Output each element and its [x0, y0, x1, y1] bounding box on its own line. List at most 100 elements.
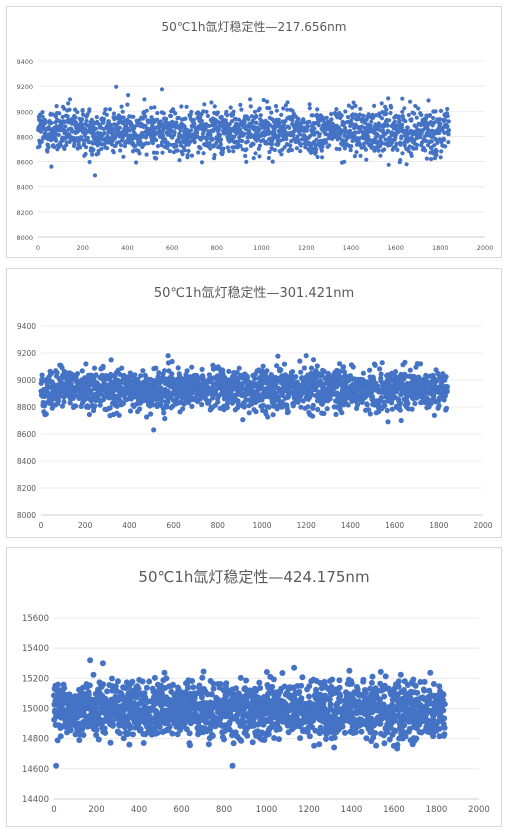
data-point [208, 146, 213, 151]
data-point [119, 143, 124, 148]
data-point [253, 151, 258, 156]
data-point [112, 683, 119, 690]
chart-panel-3: 50℃1h氙灯稳定性—424.175nm 14400 14600 14800 1500… [6, 547, 502, 827]
data-point [308, 365, 315, 371]
data-point [265, 99, 270, 104]
chart-title: 50℃1h氙灯稳定性—424.175nm [138, 568, 370, 586]
x-tick-label: 1000 [256, 805, 278, 815]
data-point [92, 173, 98, 178]
data-point [195, 130, 200, 135]
data-point [138, 373, 144, 379]
data-point [345, 402, 351, 408]
data-point [285, 409, 291, 415]
data-point [187, 742, 193, 749]
data-point [309, 150, 314, 155]
data-point [364, 402, 370, 408]
data-point [167, 149, 172, 154]
data-point [111, 129, 116, 134]
data-point [97, 402, 103, 408]
data-point [189, 403, 195, 409]
data-point [303, 353, 309, 359]
data-point [354, 402, 361, 408]
data-point [402, 359, 408, 365]
data-point [230, 145, 235, 150]
y-tick-label: 15400 [22, 644, 49, 654]
data-point [54, 104, 59, 109]
data-point [68, 381, 74, 387]
data-point [256, 146, 261, 151]
data-point [43, 411, 49, 417]
data-point [140, 740, 147, 746]
data-point [127, 408, 134, 414]
data-point [57, 733, 64, 740]
data-point [278, 367, 284, 373]
data-point [186, 730, 193, 737]
data-point [150, 141, 155, 146]
data-point [352, 154, 357, 159]
data-point [118, 148, 123, 153]
data-point [132, 372, 138, 378]
data-point [443, 118, 448, 123]
data-point [446, 140, 451, 145]
data-point [346, 103, 351, 108]
data-point [350, 138, 355, 144]
data-point [142, 694, 149, 701]
data-point [339, 113, 344, 118]
data-point [400, 151, 405, 156]
data-point [61, 399, 67, 405]
data-point [74, 371, 81, 377]
data-point [163, 675, 170, 682]
data-point [159, 398, 165, 404]
data-point [254, 120, 259, 125]
data-point [135, 685, 142, 692]
data-point [432, 143, 437, 148]
data-point [294, 146, 299, 151]
data-point [312, 132, 317, 137]
data-point [199, 401, 205, 408]
data-point [159, 87, 165, 92]
data-point [426, 98, 431, 103]
data-point [301, 117, 306, 122]
data-point [131, 114, 136, 119]
series-points [35, 93, 452, 167]
data-point [308, 133, 313, 138]
data-point [146, 141, 151, 146]
data-point [61, 685, 68, 692]
data-point [445, 124, 450, 129]
data-point [212, 152, 217, 158]
data-point [93, 126, 98, 131]
data-point [161, 133, 166, 138]
data-point [57, 111, 62, 116]
data-point [306, 733, 313, 740]
data-point [296, 116, 301, 121]
data-point [270, 412, 276, 418]
data-point [191, 117, 196, 123]
data-point [389, 105, 394, 110]
data-point [423, 148, 428, 153]
x-tick-label: 2000 [477, 244, 494, 252]
data-point [375, 383, 381, 390]
data-point [158, 689, 165, 696]
data-point [302, 120, 307, 125]
data-point [54, 138, 59, 143]
data-point [337, 368, 343, 374]
data-point [377, 366, 383, 372]
x-tick-label: 800 [211, 521, 226, 530]
data-point [100, 363, 106, 369]
data-point [417, 361, 424, 367]
data-point [271, 735, 278, 741]
data-point [276, 726, 283, 733]
data-point [127, 128, 132, 133]
data-point [137, 726, 144, 733]
data-point [108, 357, 114, 363]
data-point [407, 367, 413, 373]
data-point [342, 133, 347, 139]
data-point [436, 403, 442, 409]
data-point [67, 139, 72, 144]
data-point [196, 126, 201, 131]
data-point [174, 143, 179, 149]
data-point [265, 414, 271, 420]
data-point [209, 732, 216, 739]
data-point [387, 118, 392, 123]
data-point [180, 406, 186, 412]
